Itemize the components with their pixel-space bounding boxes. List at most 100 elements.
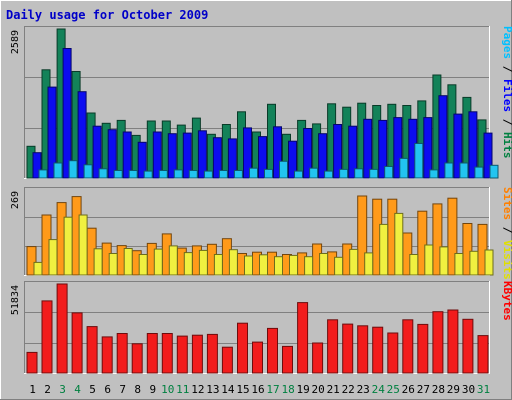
bar-sites [454, 253, 464, 276]
x-tick-label: 21 [327, 383, 340, 396]
bar-files [197, 130, 207, 179]
bar-sites [364, 252, 374, 276]
bar-sites [93, 248, 103, 276]
series-legend-label: KBytes [501, 281, 512, 321]
bar-files [182, 132, 192, 179]
bar-kbytes [462, 318, 474, 374]
bar-sites [228, 249, 238, 276]
bar-kbytes [372, 326, 384, 374]
y-max-label: 51834 [10, 285, 21, 315]
bar-sites [379, 223, 389, 276]
bar-kbytes [131, 343, 143, 374]
x-tick-label: 5 [89, 383, 96, 396]
x-tick-label: 7 [119, 383, 126, 396]
bar-files [92, 125, 102, 179]
bar-kbytes [221, 346, 233, 374]
bar-pages [158, 170, 168, 179]
bar-visits [447, 197, 458, 276]
x-tick-label: 19 [296, 383, 309, 396]
bar-sites [183, 252, 193, 276]
x-tick-label: 2 [44, 383, 51, 396]
bar-files [423, 117, 433, 179]
bar-kbytes [116, 333, 128, 374]
bar-pages [429, 169, 439, 179]
x-tick-label: 29 [447, 383, 460, 396]
x-tick-label: 1 [29, 383, 36, 396]
bar-files [333, 124, 343, 179]
bar-sites [349, 248, 359, 276]
series-kbytes [26, 283, 489, 374]
bar-kbytes [432, 311, 444, 374]
bar-files [122, 131, 132, 179]
bar-visits [26, 246, 37, 276]
x-tick-label: 9 [149, 383, 156, 396]
bar-pages [294, 170, 303, 179]
bar-sites [274, 256, 283, 276]
bar-files [107, 129, 117, 179]
x-tick-label: 16 [251, 383, 264, 396]
series-legend-part: / [501, 220, 512, 240]
x-tick-label: 10 [161, 383, 174, 396]
bar-kbytes [161, 333, 173, 374]
bar-kbytes [327, 319, 339, 374]
x-tick-label: 13 [206, 383, 219, 396]
bar-pages [83, 164, 93, 179]
bar-kbytes [267, 327, 278, 374]
series-legend-part: KBytes [501, 281, 512, 321]
bar-files [348, 125, 358, 179]
bar-sites [394, 212, 404, 276]
bar-sites [48, 239, 58, 276]
bar-pages [68, 160, 78, 179]
x-tick-label: 4 [74, 383, 81, 396]
bar-kbytes [402, 319, 414, 374]
bar-files [363, 118, 373, 179]
bar-kbytes [312, 342, 324, 374]
bar-kbytes [191, 334, 203, 374]
bar-visits [357, 195, 368, 276]
bar-files [438, 95, 448, 179]
bar-pages [264, 168, 273, 179]
series-files [32, 48, 493, 179]
x-tick-label: 11 [176, 383, 189, 396]
bar-pages [489, 164, 499, 179]
series-legend-part: Visits [501, 240, 512, 280]
bar-kbytes [447, 309, 459, 374]
bar-sites [304, 256, 314, 276]
bar-kbytes [342, 323, 354, 374]
x-tick-label: 24 [372, 383, 386, 396]
bar-files [32, 152, 42, 179]
chart-panels: 2589 Pages / Files / Hits 269 Sites / Visit… [10, 26, 512, 374]
x-tick-label: 30 [462, 383, 475, 396]
bar-pages [369, 168, 379, 179]
bar-sites [439, 246, 449, 276]
bar-kbytes [146, 333, 158, 374]
x-tick-label: 14 [221, 383, 235, 396]
bar-files [212, 137, 222, 179]
bar-pages [309, 167, 319, 179]
bar-sites [153, 248, 163, 276]
series-sites [33, 212, 494, 276]
x-tick-label: 31 [477, 383, 490, 396]
series-legend-label: Pages / Files / Hits [501, 26, 512, 159]
bar-kbytes [71, 312, 83, 374]
x-tick-label: 15 [236, 383, 249, 396]
x-tick-label: 12 [191, 383, 204, 396]
bar-pages [444, 162, 454, 179]
bar-kbytes [56, 283, 68, 374]
bar-kbytes [86, 326, 98, 374]
bar-kbytes [357, 325, 369, 374]
bar-pages [173, 169, 183, 179]
panel-kbytes: 51834 KBytes [10, 281, 512, 374]
bar-sites [259, 254, 268, 276]
y-max-label: 2589 [10, 30, 21, 54]
bar-sites [484, 249, 494, 276]
bar-sites [138, 254, 148, 276]
bar-kbytes [206, 333, 218, 374]
series-pages [38, 143, 499, 179]
series-legend-part: / [501, 59, 512, 79]
x-tick-label: 17 [266, 383, 279, 396]
bar-files [258, 136, 267, 179]
bar-sites [289, 254, 298, 276]
bar-sites [409, 254, 419, 276]
x-tick-label: 3 [59, 383, 66, 396]
